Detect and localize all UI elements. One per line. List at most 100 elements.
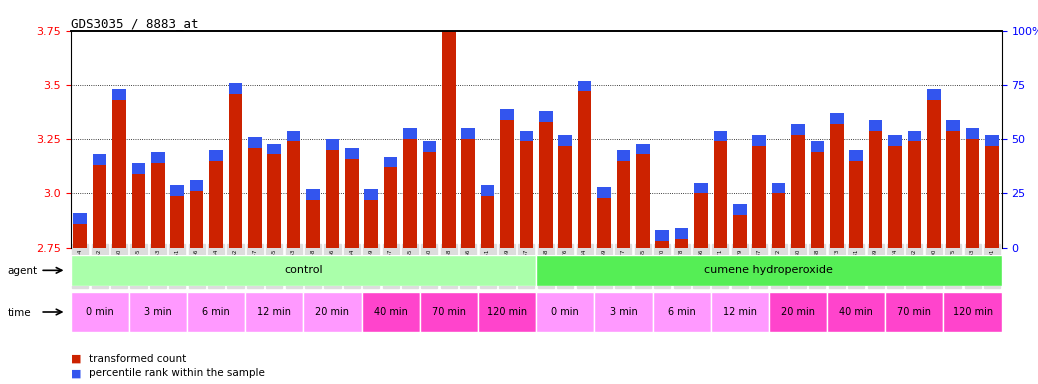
Text: 70 min: 70 min [432,307,466,317]
Bar [617,150,630,161]
Bar [71,292,129,332]
Bar [889,135,902,146]
Bar [947,120,960,131]
Bar [245,292,303,332]
Bar [248,137,262,148]
Bar [713,131,728,141]
Bar [190,191,203,248]
Bar [152,152,165,163]
Bar [268,144,281,154]
Bar [112,89,126,100]
Bar [558,135,572,146]
Text: 3 min: 3 min [609,307,637,317]
Bar [248,148,262,248]
Bar [170,185,184,195]
Bar [830,113,844,124]
Bar [345,159,359,248]
Bar [92,154,107,165]
Bar [811,141,824,152]
Text: 12 min: 12 min [722,307,757,317]
Bar [187,292,245,332]
Bar [132,163,145,174]
Bar [345,148,359,159]
Text: agent: agent [7,266,37,276]
Bar [74,213,87,224]
Bar [733,204,746,215]
Text: percentile rank within the sample: percentile rank within the sample [89,368,265,378]
Bar [419,292,477,332]
Bar [539,122,552,248]
Text: 120 min: 120 min [953,307,992,317]
Bar [326,150,339,248]
Bar [364,200,378,248]
Bar [268,154,281,248]
Bar [849,161,863,248]
Bar [306,200,320,248]
Bar [655,230,670,241]
Bar [462,139,475,248]
Bar [578,81,592,91]
Bar [653,292,711,332]
Bar [849,150,863,161]
Bar [384,167,398,248]
Bar [403,139,417,248]
Bar [636,154,650,248]
Bar [481,185,494,195]
Bar [985,146,999,248]
Bar [210,150,223,161]
Bar [152,163,165,248]
Bar [791,135,804,248]
Bar [422,141,436,152]
Bar [74,224,87,248]
Bar [422,152,436,248]
Bar [303,292,361,332]
Bar [713,141,728,248]
Bar [595,292,653,332]
Bar [558,146,572,248]
Bar [947,131,960,248]
Bar [462,128,475,139]
Bar [92,165,107,248]
Text: control: control [284,265,323,275]
Bar [753,146,766,248]
Bar [885,292,944,332]
Bar [539,111,552,122]
Text: 40 min: 40 min [374,307,408,317]
Bar [675,239,688,248]
Text: ■: ■ [71,368,81,378]
Text: 70 min: 70 min [898,307,931,317]
Bar [889,146,902,248]
Bar [985,135,999,146]
Text: 3 min: 3 min [144,307,171,317]
Bar [228,83,242,94]
Bar [132,174,145,248]
Bar [907,141,921,248]
Text: GDS3035 / 8883_at: GDS3035 / 8883_at [71,17,198,30]
Bar [210,161,223,248]
Bar [869,131,882,248]
Bar [129,292,187,332]
Text: 20 min: 20 min [316,307,350,317]
Bar [536,255,1002,286]
Text: 40 min: 40 min [840,307,873,317]
Bar [520,141,534,248]
Bar [403,128,417,139]
Bar [286,141,300,248]
Bar [769,292,827,332]
Text: 0 min: 0 min [551,307,579,317]
Bar [361,292,419,332]
Text: 12 min: 12 min [257,307,292,317]
Bar [617,161,630,248]
Bar [500,120,514,248]
Text: ■: ■ [71,354,81,364]
Bar [477,292,536,332]
Bar [190,180,203,191]
Text: transformed count: transformed count [89,354,187,364]
Bar [772,194,786,248]
Bar [830,124,844,248]
Text: 6 min: 6 min [667,307,695,317]
Bar [442,5,456,248]
Bar [753,135,766,146]
Bar [711,292,769,332]
Bar [811,152,824,248]
